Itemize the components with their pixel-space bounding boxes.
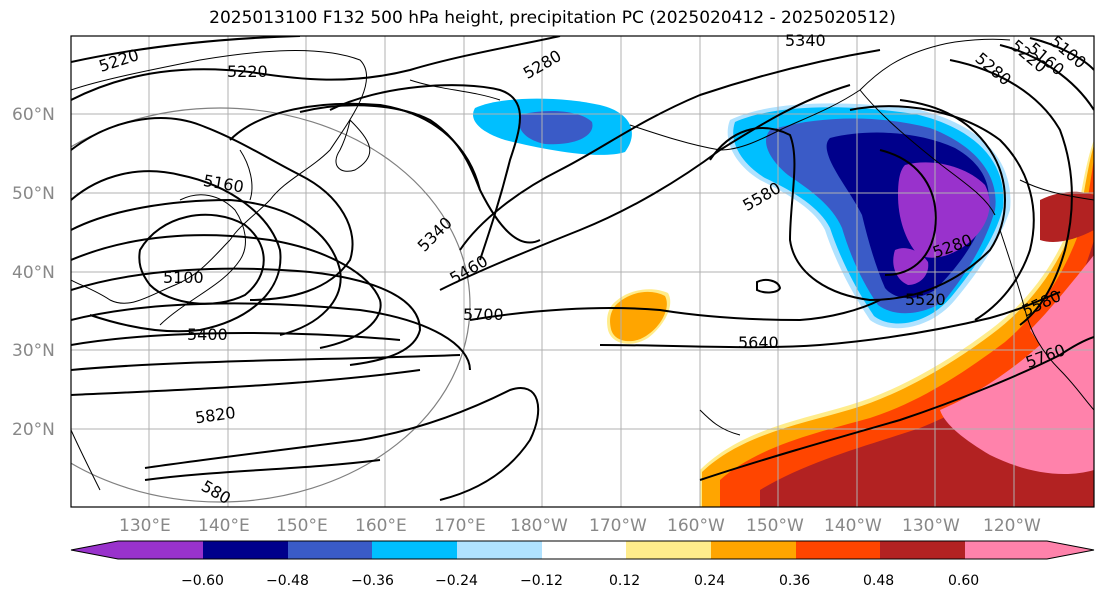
colorbar-bin — [203, 541, 288, 559]
contour-label: 5640 — [738, 333, 779, 352]
precip-positive-central-pacific — [607, 289, 671, 344]
map-title: 2025013100 F132 500 hPa height, precipit… — [209, 8, 896, 28]
longitude-labels: 130°E 140°E 150°E 160°E 170°E 180°W 170°… — [119, 516, 1041, 536]
colorbar-tick: −0.24 — [435, 573, 478, 589]
colorbar-outline — [70, 540, 1095, 560]
lat-label: 40°N — [12, 263, 55, 283]
lon-label: 150°E — [276, 516, 328, 536]
colorbar-tick: 0.24 — [694, 573, 725, 589]
lon-label: 160°E — [355, 516, 407, 536]
lon-label: 150°W — [746, 516, 804, 536]
lat-label: 50°N — [12, 184, 55, 204]
colorbar: −0.60 −0.48 −0.36 −0.24 −0.12 0.12 0.24 … — [70, 540, 1095, 589]
height-contours — [71, 36, 1094, 501]
contour-label: 5220 — [227, 62, 268, 81]
coastlines — [71, 38, 1094, 491]
lon-label: 160°W — [667, 516, 725, 536]
lon-label: 120°W — [983, 516, 1041, 536]
colorbar-tick: −0.36 — [351, 573, 394, 589]
colorbar-tick: −0.12 — [520, 573, 563, 589]
lon-label: 170°E — [434, 516, 486, 536]
contour-label: 5520 — [905, 290, 946, 309]
lon-label: 180°W — [510, 516, 568, 536]
colorbar-bin — [457, 541, 542, 559]
lat-label: 30°N — [12, 341, 55, 361]
colorbar-tick: −0.48 — [266, 573, 309, 589]
colorbar-bin — [626, 541, 711, 559]
colorbar-bin — [796, 541, 880, 559]
colorbar-bin — [542, 541, 626, 559]
lon-label: 170°W — [589, 516, 647, 536]
colorbar-bin — [118, 541, 203, 559]
colorbar-extend-left — [71, 541, 118, 559]
lon-label: 130°W — [902, 516, 960, 536]
colorbar-tick: 0.12 — [609, 573, 640, 589]
graticule — [71, 36, 1094, 507]
colorbar-tick: −0.60 — [181, 573, 224, 589]
colorbar-tick: 0.48 — [863, 573, 894, 589]
colorbar-bin — [288, 541, 372, 559]
reference-circle — [71, 107, 471, 503]
colorbar-bin — [711, 541, 796, 559]
colorbar-tick: 0.60 — [948, 573, 979, 589]
contour-label: 5700 — [463, 305, 504, 324]
lon-label: 140°W — [824, 516, 882, 536]
map-frame — [70, 35, 1095, 508]
colorbar-extend-right — [1047, 541, 1094, 559]
colorbar-bin — [965, 541, 1047, 559]
contour-label: 5100 — [163, 268, 204, 287]
lon-label: 140°E — [198, 516, 250, 536]
lat-label: 60°N — [12, 105, 55, 125]
precip-negative-north-pacific — [473, 98, 632, 155]
precip-positive-subtropical — [700, 140, 1094, 507]
lon-label: 130°E — [119, 516, 171, 536]
lat-label: 20°N — [12, 420, 55, 440]
contour-label: 5400 — [187, 325, 228, 344]
colorbar-tick: 0.36 — [779, 573, 810, 589]
latitude-labels: 60°N 50°N 40°N 30°N 20°N — [12, 105, 55, 440]
contour-label: 5340 — [785, 31, 826, 50]
colorbar-bin — [880, 541, 965, 559]
colorbar-bin — [372, 541, 457, 559]
